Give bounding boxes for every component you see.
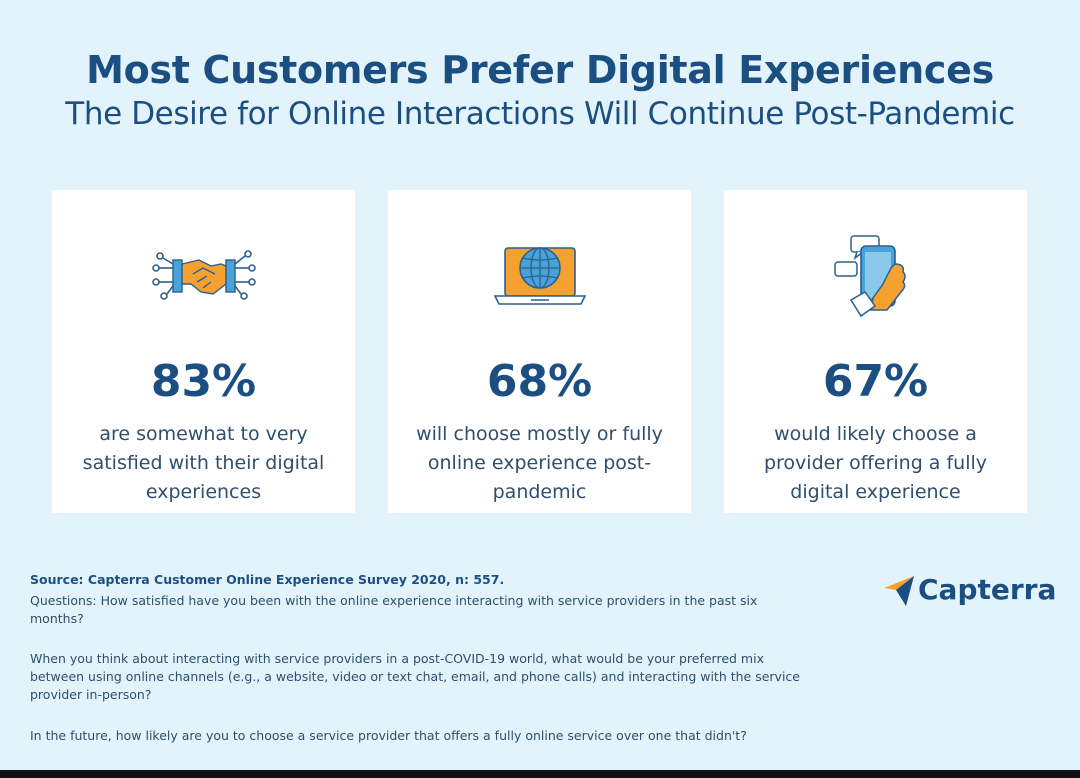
bottom-border	[0, 770, 1080, 778]
stat-description: will choose mostly or fully online exper…	[416, 423, 663, 503]
laptop-globe-icon	[485, 234, 595, 316]
stat-card-online: 68% will choose mostly or fully online e…	[388, 190, 691, 513]
stat-card-provider: 67% would likely choose a provider offer…	[724, 190, 1027, 513]
page-title: Most Customers Prefer Digital Experience…	[86, 48, 994, 92]
stat-value: 67%	[822, 356, 929, 407]
survey-question-3: In the future, how likely are you to cho…	[30, 728, 747, 743]
source-citation: Source: Capterra Customer Online Experie…	[30, 572, 505, 587]
stat-value: 83%	[150, 356, 257, 407]
stat-description: are somewhat to very satisfied with thei…	[82, 423, 325, 503]
smartphone-hand-icon	[821, 234, 931, 318]
brand-name: Capterra	[918, 573, 1057, 606]
stat-card-satisfied: 83% are somewhat to very satisfied with …	[52, 190, 355, 513]
stat-description: would likely choose a provider offering …	[763, 423, 988, 503]
stat-value: 68%	[486, 356, 593, 407]
capterra-arrow-icon	[884, 576, 914, 606]
survey-question-2: When you think about interacting with se…	[30, 651, 800, 702]
capterra-logo: Capterra	[882, 572, 1056, 608]
survey-question-1: Questions: How satisfied have you been w…	[30, 593, 758, 626]
page-subtitle: The Desire for Online Interactions Will …	[65, 96, 1015, 132]
handshake-icon	[149, 234, 259, 316]
